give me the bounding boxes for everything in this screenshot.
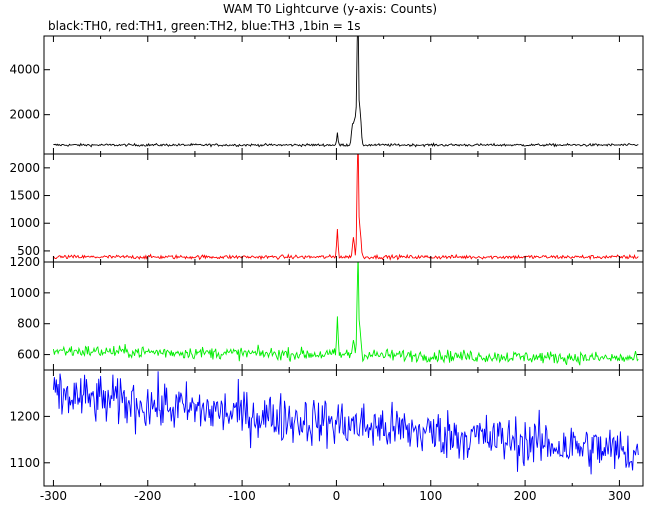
panel-frame	[43, 369, 644, 487]
series-line-th3	[52, 371, 639, 475]
y-tick-label: 1100	[9, 456, 40, 470]
y-tick-label: 1200	[9, 255, 40, 269]
x-tick-label: 200	[514, 489, 537, 503]
panel-th3: 1100 1200	[9, 369, 644, 487]
y-tick-label: 1000	[9, 216, 40, 230]
panel-th1: 500 1000 1500 2000	[9, 153, 644, 263]
panels-group: 2000400050010001500200060080010001200110…	[9, 35, 644, 487]
x-tick-label: -100	[228, 489, 255, 503]
series-line-th0	[53, 36, 639, 148]
y-tick-label: 1500	[9, 189, 40, 203]
y-tick-label: 2000	[9, 161, 40, 175]
chart-subtitle: black:TH0, red:TH1, green:TH2, blue:TH3 …	[48, 19, 361, 33]
y-tick-label: 1200	[9, 409, 40, 423]
y-tick-label: 4000	[9, 63, 40, 77]
x-tick-label: 300	[608, 489, 631, 503]
panel-frame	[43, 35, 644, 155]
x-tick-label: 0	[333, 489, 341, 503]
series-line-th2	[52, 262, 639, 366]
y-tick-label: 800	[17, 317, 40, 331]
y-tick-label: 600	[17, 348, 40, 362]
x-tick-label: -300	[40, 489, 67, 503]
chart-title: WAM T0 Lightcurve (y-axis: Counts)	[223, 2, 437, 16]
y-tick-label: 500	[17, 244, 40, 258]
y-tick-label: 1000	[9, 286, 40, 300]
x-axis-tick-labels: -300 -200 -100 0 100 200 300	[40, 489, 631, 503]
y-tick-label: 2000	[9, 108, 40, 122]
x-tick-label: -200	[134, 489, 161, 503]
panel-th0: 2000 4000	[9, 35, 644, 155]
panel-th2: 600 800 1000 1200	[9, 255, 644, 371]
x-tick-label: 100	[419, 489, 442, 503]
panel-frame	[43, 153, 644, 263]
series-line-th1	[53, 154, 639, 261]
